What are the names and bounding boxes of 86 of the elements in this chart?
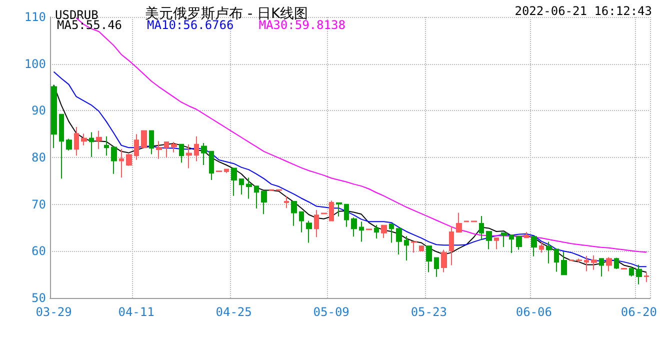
candlestick (546, 241, 552, 264)
candlestick (201, 142, 207, 166)
y-tick-label: 100 (24, 56, 46, 71)
candlestick (501, 232, 507, 248)
candlestick (524, 231, 529, 238)
candlestick (291, 201, 297, 226)
x-tick-label: 04-25 (216, 305, 252, 319)
candlestick (389, 224, 394, 244)
candlestick (51, 84, 57, 149)
y-tick-label: 60 (32, 244, 46, 258)
y-tick-label: 110 (24, 10, 46, 24)
candlestick (156, 140, 162, 160)
candlestick (224, 168, 229, 174)
candlestick (441, 249, 447, 273)
candlestick (239, 178, 244, 195)
candlestick (209, 150, 214, 180)
candlestick (561, 251, 567, 276)
candlestick (516, 236, 522, 250)
candlestick (479, 216, 484, 240)
candlestick (614, 257, 619, 270)
candlestick (119, 148, 124, 178)
candlestick (486, 230, 492, 250)
y-tick-label: 80 (32, 150, 46, 164)
candlestick (629, 268, 634, 277)
candlestick (404, 236, 409, 262)
candlestick (456, 212, 462, 232)
y-tick-label: 70 (32, 197, 46, 212)
candlestick (576, 258, 582, 263)
candlestick (96, 130, 102, 150)
candlestick (494, 238, 499, 250)
candlestick (74, 126, 79, 156)
candlestick (284, 195, 289, 209)
candlestick (246, 177, 252, 200)
candlestick (104, 136, 109, 156)
y-tick-label: 90 (32, 104, 46, 118)
candlestick (591, 254, 597, 270)
candlestick (186, 144, 192, 169)
candlestick (81, 133, 87, 146)
candlestick (344, 204, 349, 228)
candlestick (299, 211, 304, 233)
candlestick (359, 221, 364, 242)
candlestick (509, 234, 514, 254)
annotation: 2022-06-21 16:12:43 (514, 4, 652, 18)
candlestick (434, 257, 439, 278)
candlestick (351, 216, 357, 238)
candlestick (636, 264, 642, 285)
candlestick (329, 200, 334, 222)
candlestick (336, 202, 342, 218)
candlestick (66, 138, 72, 151)
candlestick (599, 258, 604, 277)
x-tick-label: 04-11 (118, 305, 154, 319)
candlestick (584, 255, 589, 272)
y-tick-label: 50 (32, 291, 46, 305)
candlestick (59, 114, 64, 180)
x-tick-label: 05-23 (410, 305, 447, 319)
candlestick (194, 136, 199, 162)
candlestick (426, 246, 432, 273)
candlestick (171, 142, 177, 153)
candlestick (141, 130, 147, 149)
candlestick (261, 190, 267, 215)
candlestick (126, 153, 132, 166)
candlestick (89, 132, 94, 158)
candlestick (254, 186, 259, 210)
candlestick (396, 228, 402, 255)
candlestick (149, 130, 154, 155)
candlestick (179, 144, 184, 164)
candlestick (539, 241, 544, 254)
candlestick (164, 142, 169, 158)
x-tick-label: 03-29 (36, 305, 72, 319)
candlestick (554, 248, 559, 272)
candlestick (306, 220, 312, 244)
x-tick-label: 06-20 (620, 305, 658, 319)
x-tick-label: 06-06 (516, 305, 552, 319)
x-tick-label: 05-09 (313, 305, 350, 319)
candlestick (231, 167, 237, 196)
candlestick (374, 224, 379, 240)
candlestick (419, 246, 424, 252)
candlestick (449, 226, 454, 266)
candlestick (314, 209, 319, 238)
candlestick (411, 241, 417, 254)
candlestick (111, 146, 117, 174)
candlestick (134, 134, 139, 160)
candlestick (381, 224, 387, 239)
candlestick (606, 256, 612, 272)
candlestick (644, 272, 649, 283)
candlestick (531, 236, 537, 257)
